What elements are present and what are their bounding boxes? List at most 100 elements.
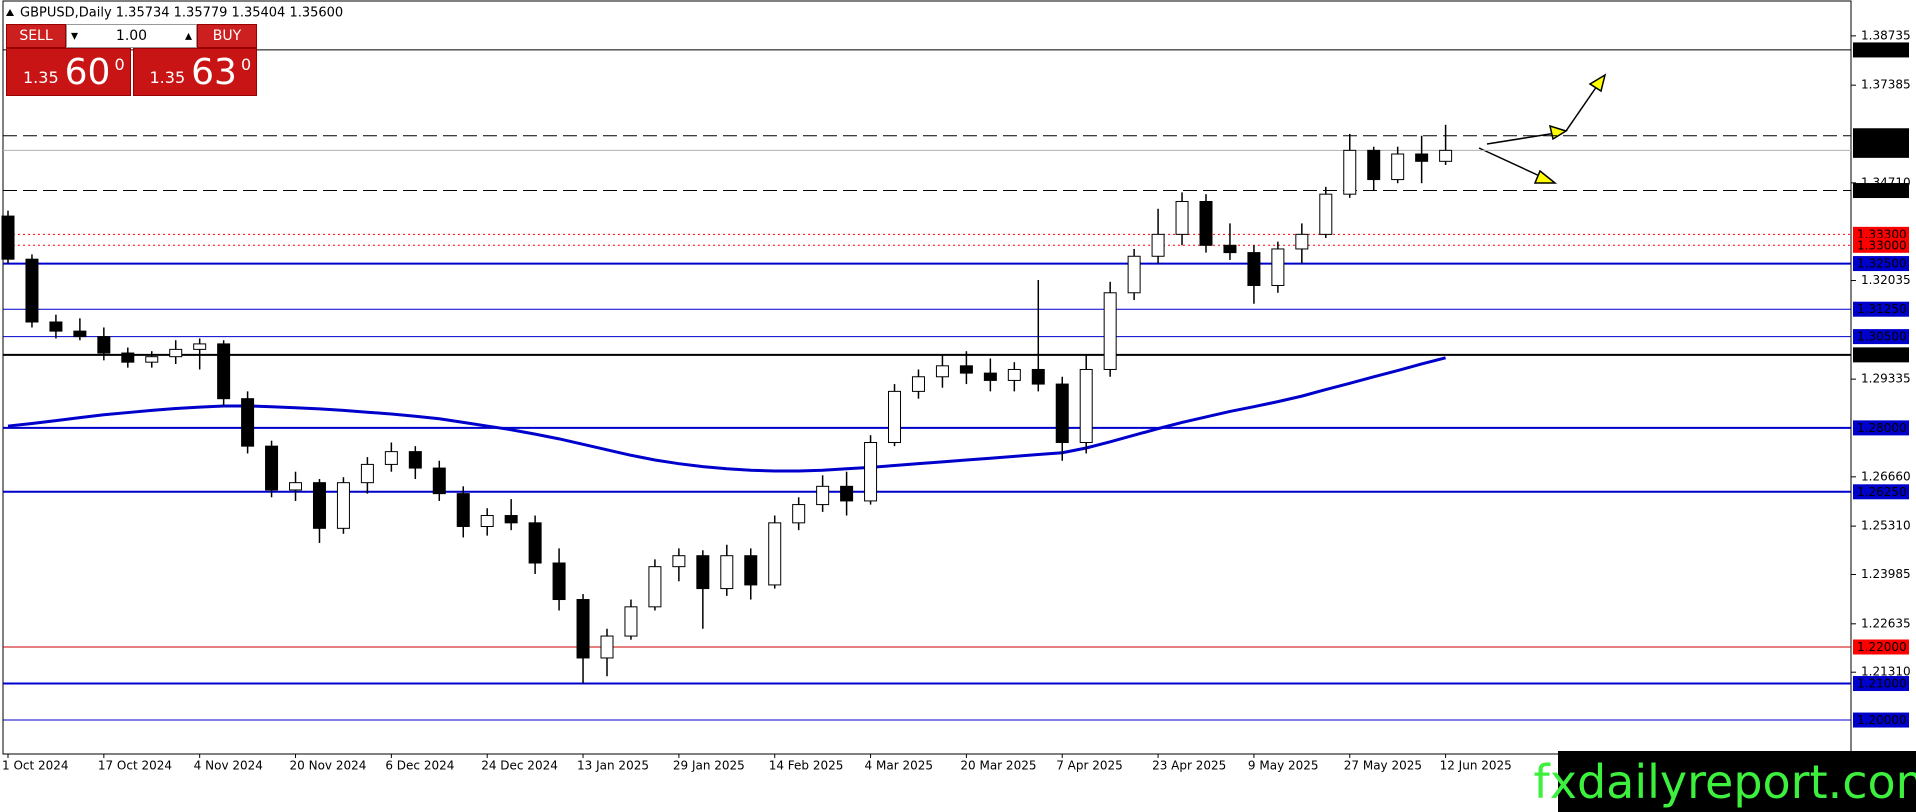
level-label: 1.26250 [1857, 485, 1907, 499]
step-arrow[interactable]: ▴ [184, 28, 192, 44]
candle [289, 471, 303, 501]
level-label: 1.36000 [1857, 129, 1907, 143]
level-label: 1.21000 [1857, 677, 1907, 691]
y-tick-label: 1.38735 [1861, 28, 1911, 42]
candle-body [408, 451, 422, 469]
candle-body [480, 515, 494, 527]
x-tick-label: 4 Mar 2025 [865, 759, 933, 773]
candle [49, 314, 63, 339]
candle [384, 442, 398, 472]
candle-body [432, 467, 446, 495]
candle [121, 347, 135, 368]
arrow-shaft [1478, 147, 1545, 179]
candle-body [336, 482, 350, 529]
candle-body [888, 390, 902, 444]
price-sup: 0 [114, 55, 125, 74]
level-label-box [1853, 142, 1909, 158]
arrow-shaft [1565, 85, 1598, 132]
candle [97, 327, 111, 361]
x-tick-label: 29 Jan 2025 [673, 759, 745, 773]
level-label-box [1853, 639, 1909, 655]
trade-panel: SELL ▾ 1.00 ▴ BUY 1.35 60 0 1.35 63 0 [6, 24, 257, 96]
candle [25, 254, 39, 328]
candle [720, 544, 734, 596]
candle-body [504, 515, 518, 524]
candle-body [911, 376, 925, 392]
candle-body [552, 562, 566, 601]
candle-body [241, 398, 255, 447]
candle-body [1295, 233, 1309, 250]
level-label-box [1853, 676, 1909, 692]
candle-body [1391, 153, 1405, 181]
x-tick-label: 20 Nov 2024 [290, 759, 367, 773]
candle [1319, 186, 1333, 239]
candle [816, 475, 830, 512]
candle [241, 391, 255, 454]
candle [864, 435, 878, 505]
candle-body [600, 635, 614, 659]
candle-body [1319, 193, 1333, 235]
lots-input[interactable]: ▾ 1.00 ▴ [66, 24, 197, 48]
y-tick-label: 1.21310 [1861, 665, 1911, 679]
candle-body [217, 343, 231, 400]
candle-body [193, 343, 207, 350]
y-tick-label: 1.26660 [1861, 469, 1911, 483]
candle-body [1247, 252, 1261, 286]
candle [840, 471, 854, 516]
candle [648, 559, 662, 611]
candle [600, 628, 614, 677]
candle [456, 486, 470, 538]
chart-header: GBPUSD,Daily 1.35734 1.35779 1.35404 1.3… [20, 6, 343, 21]
candle-body [792, 504, 806, 524]
candle-body [959, 365, 973, 374]
candle [1439, 124, 1453, 165]
candle [265, 440, 279, 498]
price-big: 1.35 [149, 68, 186, 87]
candle-body [1151, 233, 1165, 257]
candle-body [816, 485, 830, 506]
level-label: 1.33000 [1857, 238, 1907, 252]
candle [360, 457, 374, 494]
candle-body [576, 599, 590, 659]
sell-price[interactable]: 1.35 60 0 [6, 48, 131, 96]
candle [193, 338, 207, 370]
x-tick-label: 20 Mar 2025 [960, 759, 1036, 773]
candle-body [1223, 244, 1237, 254]
level-label: 1.34500 [1857, 184, 1907, 198]
sell-button[interactable]: SELL [6, 24, 66, 48]
price-main: 63 [191, 52, 237, 93]
candle [1, 210, 15, 264]
candle-body [360, 463, 374, 484]
candle-body [528, 522, 542, 564]
buy-price[interactable]: 1.35 63 0 [132, 48, 257, 96]
price-sup: 0 [240, 55, 252, 74]
candle [744, 548, 758, 600]
candle [1391, 146, 1405, 184]
candle-body [672, 555, 686, 568]
candle-body [696, 555, 710, 590]
candle-body [73, 330, 87, 338]
x-tick-label: 9 May 2025 [1248, 759, 1319, 773]
candle [1271, 241, 1285, 293]
level-label: 1.30000 [1857, 348, 1907, 362]
candle-body [1175, 200, 1189, 235]
level-label-box [1853, 301, 1909, 317]
candle [624, 599, 638, 640]
candle [1199, 194, 1213, 253]
buy-button[interactable]: BUY [197, 24, 257, 48]
candle [1055, 376, 1069, 461]
candle [1295, 223, 1309, 264]
candle-body [768, 522, 782, 586]
candle-body [97, 336, 111, 354]
candle [983, 358, 997, 392]
candle [1175, 192, 1189, 246]
candle-body [1031, 368, 1045, 385]
candle [169, 340, 183, 364]
plot-frame [2, 0, 1852, 755]
x-tick-label: 13 Jan 2025 [577, 759, 649, 773]
candle-body [169, 348, 183, 358]
dropdown-arrow[interactable]: ▾ [71, 28, 79, 44]
candle-body [744, 555, 758, 586]
level-label-box [1853, 256, 1909, 272]
